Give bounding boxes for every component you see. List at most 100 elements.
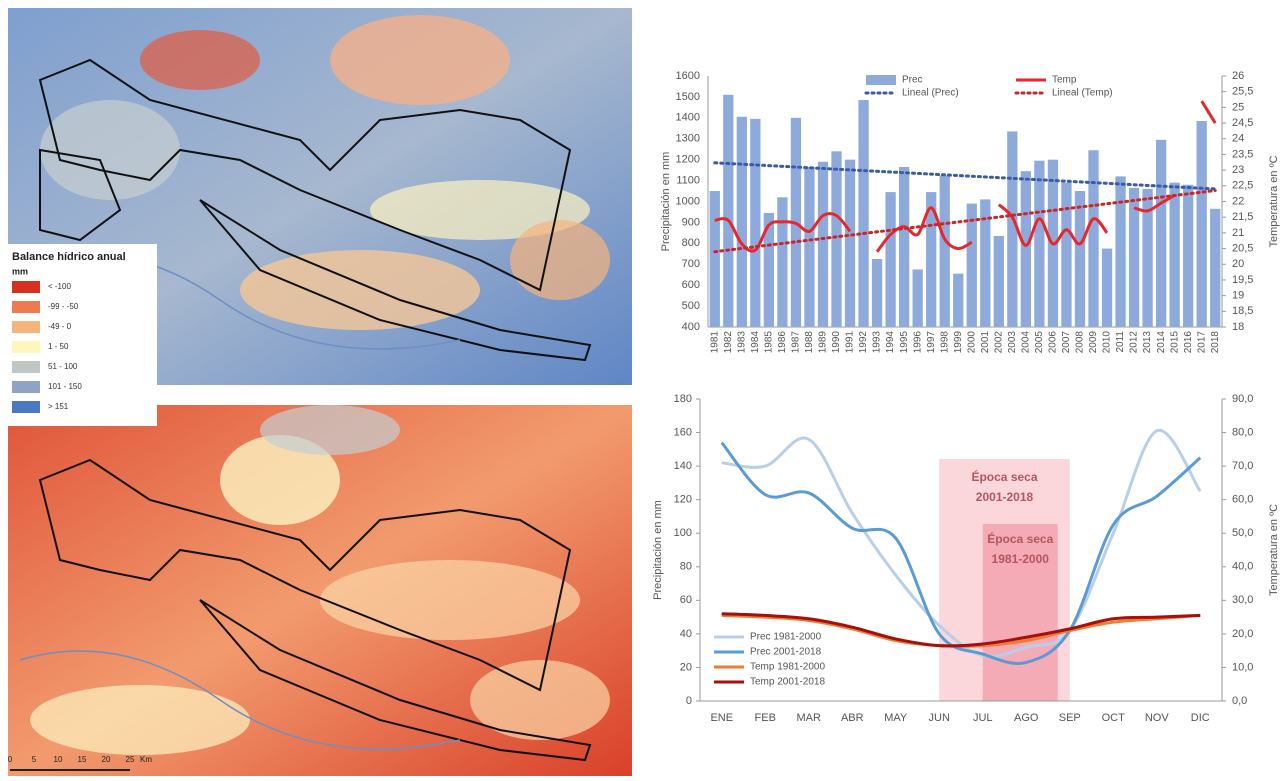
x-tick-label: 2014 [1156,331,1167,354]
x-tick-label: 2015 [1169,331,1180,354]
bar [872,259,882,327]
y2-tick-label: 25 [1232,101,1244,113]
scale-label: 10 [54,755,63,764]
chart: 4005006007008009001000110012001300140015… [660,70,1280,353]
y2-tick-label: 20,0 [1232,628,1253,640]
y2-tick-label: 22,5 [1232,180,1253,192]
bar [804,167,814,327]
dry-season-label: 1981-2000 [992,552,1050,566]
y-tick-label: 700 [682,258,700,270]
bar [845,160,855,327]
x-tick-label: 2017 [1196,331,1207,354]
bar [1210,209,1220,327]
y2-tick-label: 21 [1232,227,1244,239]
x-tick-label: ENE [710,712,733,724]
y-tick-label: 80 [680,561,692,573]
y2-tick-label: 0,0 [1232,695,1247,707]
x-tick-label: 1984 [750,331,761,354]
scale-label: 5 [32,755,37,764]
x-tick-label: SEP [1059,712,1081,724]
y2-tick-label: 10,0 [1232,661,1253,673]
x-tick-label: 1982 [723,331,734,354]
legend-label: > 151 [48,402,69,411]
y-tick-label: 120 [674,494,692,506]
bar [723,95,733,327]
y2-axis-title: Temperatura en ºC [1268,504,1280,596]
scale-label: 15 [78,755,87,764]
x-tick-label: 2007 [1061,331,1072,354]
legend-label: Lineal (Temp) [1052,88,1113,99]
x-tick-label: JUN [929,712,950,724]
bar [858,100,868,327]
legend-swatch [12,401,40,413]
y2-tick-label: 25,5 [1232,86,1253,98]
y-tick-label: 180 [674,393,692,405]
bar [1156,140,1166,327]
bar [737,117,747,327]
bar [1075,191,1085,327]
bar [1197,121,1207,327]
x-tick-label: OCT [1102,712,1126,724]
bar [899,167,909,327]
y2-tick-label: 18,5 [1232,305,1253,317]
x-tick-label: 2001 [980,331,991,354]
bar [953,274,963,327]
map-legend: Balance hídrico anual mm < -100-99 - -50… [5,244,157,426]
x-tick-label: 2012 [1129,331,1140,354]
y2-axis-title: Temperatura en ºC [1268,155,1280,247]
y-tick-label: 1500 [676,91,700,103]
legend-swatch [12,321,40,333]
map-bottom [8,405,632,776]
legend-label: Prec [902,75,923,86]
x-tick-label: 1992 [858,331,869,354]
x-tick-label: 1996 [912,331,923,354]
scale-label: 25 [126,755,135,764]
y2-tick-label: 90,0 [1232,393,1253,405]
bar [994,236,1004,327]
legend-swatch [12,381,40,393]
x-tick-label: 1998 [939,331,950,354]
bar [831,151,841,327]
y-tick-label: 1100 [676,174,700,186]
y2-tick-label: 30,0 [1232,594,1253,606]
legend-label: 1 - 50 [48,342,69,351]
x-tick-label: 1988 [804,331,815,354]
x-tick-label: JUL [973,712,993,724]
x-tick-label: 2008 [1075,331,1086,354]
x-tick-label: NOV [1145,712,1170,724]
y-tick-label: 20 [680,661,692,673]
y-tick-label: 500 [682,300,700,312]
bar [1061,183,1071,327]
legend-label: 101 - 150 [48,382,82,391]
y-axis-title: Precipitación en mm [660,152,672,252]
x-tick-label: 1991 [845,331,856,354]
y2-tick-label: 26 [1232,70,1244,82]
x-tick-label: 1990 [831,331,842,354]
x-tick-label: FEB [755,712,776,724]
y-tick-label: 900 [682,216,700,228]
y2-tick-label: 50,0 [1232,527,1253,539]
y2-tick-label: 60,0 [1232,494,1253,506]
x-tick-label: 1987 [791,331,802,354]
legend-swatch [866,75,896,85]
legend-title: Balance hídrico anual [12,251,126,263]
bar [967,204,977,327]
legend-swatch [12,281,40,293]
y-tick-label: 600 [682,279,700,291]
x-tick-label: ABR [841,712,864,724]
y-tick-label: 140 [674,460,692,472]
y-tick-label: 1000 [676,195,700,207]
legend-label: 51 - 100 [48,362,78,371]
legend-label: Prec 2001-2018 [750,647,822,658]
legend-label: -99 - -50 [48,302,79,311]
bar [1183,185,1193,327]
bar [777,197,787,327]
x-tick-label: 1986 [777,331,788,354]
x-tick-label: 1995 [899,331,910,354]
y2-tick-label: 18 [1232,321,1244,333]
y-tick-label: 1200 [676,154,700,166]
x-tick-label: 2000 [966,331,977,354]
scale-label: 20 [102,755,111,764]
x-tick-label: 1993 [872,331,883,354]
x-tick-label: 2005 [1034,331,1045,354]
